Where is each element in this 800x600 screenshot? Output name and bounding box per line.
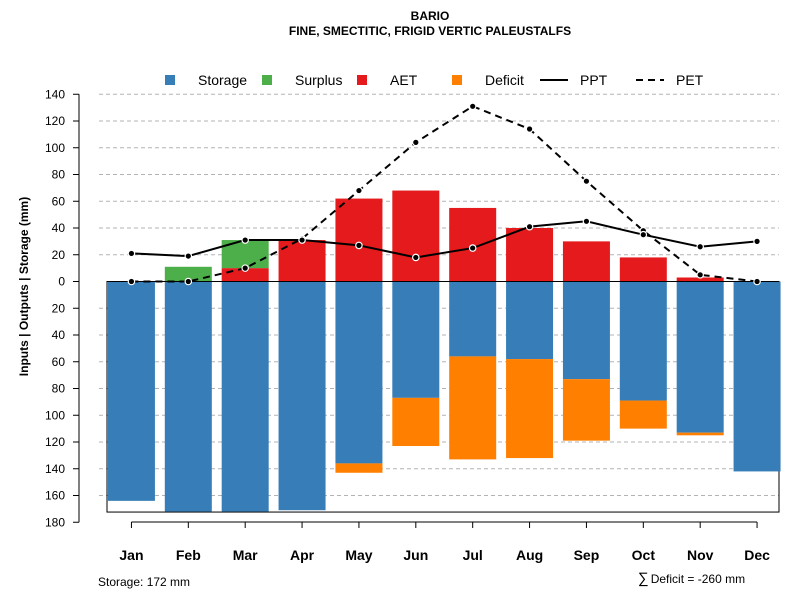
ppt-point — [241, 236, 249, 244]
pet-point — [127, 277, 136, 286]
pet-point — [696, 271, 704, 279]
ppt-point — [696, 242, 704, 251]
y-tick-label: 120 — [45, 435, 65, 449]
ppt-point — [184, 252, 193, 260]
pet-line — [131, 105, 758, 283]
pet-point — [412, 138, 420, 147]
pet-point — [355, 186, 363, 195]
y-tick-label: 140 — [45, 87, 65, 101]
legend-label-aet: AET — [390, 72, 418, 88]
y-tick-label: 160 — [45, 489, 65, 503]
aet-bar — [619, 257, 667, 282]
storage-bar — [278, 281, 326, 511]
deficit-bar — [562, 379, 610, 441]
chart-title: BARIO — [410, 9, 450, 23]
aet-bar — [676, 277, 724, 282]
x-tick-label: May — [345, 547, 372, 563]
surplus-bar — [164, 266, 212, 282]
pet-point — [468, 102, 477, 111]
storage-bar — [562, 281, 610, 380]
y-tick-label: 100 — [45, 141, 65, 155]
ppt-point — [298, 236, 306, 244]
y-tick-label: 80 — [52, 382, 66, 396]
pet-point — [525, 125, 534, 133]
storage-bar — [335, 281, 383, 464]
deficit-bar — [506, 359, 554, 459]
aet-bar — [506, 228, 554, 282]
ppt-point — [753, 237, 761, 246]
storage-bar — [506, 281, 554, 360]
storage-bar — [164, 281, 212, 512]
y-tick-label: 40 — [52, 221, 66, 235]
storage-bar — [221, 281, 269, 512]
storage-bar — [676, 281, 724, 433]
legend-label-surplus: Surplus — [295, 72, 342, 88]
aet-bar — [335, 198, 383, 282]
x-tick-label: Mar — [233, 547, 258, 563]
ppt-point — [355, 241, 363, 250]
deficit-total-note: ∑ Deficit = -260 mm — [638, 570, 745, 587]
aet-bar — [392, 190, 440, 282]
legend-label-deficit: Deficit — [485, 72, 524, 88]
deficit-bar — [392, 397, 440, 447]
x-tick-label: Aug — [516, 547, 543, 563]
storage-bar — [733, 281, 781, 472]
chart-subtitle: FINE, SMECTITIC, FRIGID VERTIC PALEUSTAL… — [288, 24, 572, 38]
legend-swatch-deficit — [452, 75, 462, 85]
legend-swatch-surplus — [262, 75, 272, 85]
y-tick-label: 20 — [52, 301, 66, 315]
deficit-bar — [449, 356, 497, 460]
legend-label-ppt: PPT — [580, 72, 608, 88]
ppt-line — [131, 220, 758, 259]
storage-bar — [619, 281, 667, 401]
x-tick-label: Apr — [290, 547, 315, 563]
x-tick-label: Sep — [574, 547, 600, 563]
ppt-point — [468, 244, 477, 252]
storage-bar — [392, 281, 440, 398]
y-tick-label: 120 — [45, 114, 65, 128]
x-tick-label: Jun — [403, 547, 428, 563]
x-tick-label: Jan — [119, 547, 143, 563]
pet-point — [241, 264, 249, 272]
aet-bar — [562, 241, 610, 282]
x-tick-label: Oct — [632, 547, 656, 563]
y-tick-label: 80 — [52, 168, 66, 182]
pet-point — [582, 177, 591, 185]
ppt-point — [639, 230, 648, 239]
legend-label-storage: Storage — [198, 72, 247, 88]
storage-total-note: Storage: 172 mm — [98, 575, 191, 589]
y-tick-label: 60 — [52, 194, 66, 208]
legend-swatch-storage — [165, 75, 175, 85]
legend-label-pet: PET — [676, 72, 704, 88]
y-tick-label: 60 — [52, 355, 66, 369]
x-tick-label: Feb — [176, 547, 201, 563]
aet-bar — [221, 268, 269, 282]
legend-swatch-aet — [357, 75, 367, 85]
ppt-point — [412, 253, 420, 262]
x-tick-label: Dec — [744, 547, 770, 563]
ppt-point — [525, 222, 534, 231]
storage-bar — [449, 281, 497, 357]
y-tick-label: 0 — [58, 275, 65, 289]
y-tick-label: 40 — [52, 328, 66, 342]
y-tick-label: 140 — [45, 462, 65, 476]
ppt-point — [127, 249, 136, 258]
deficit-bar — [335, 463, 383, 473]
x-tick-label: Jul — [463, 547, 483, 563]
y-tick-label: 100 — [45, 408, 65, 422]
y-tick-label: 180 — [45, 515, 65, 529]
deficit-bar — [619, 400, 667, 429]
storage-bar — [107, 281, 155, 501]
pet-point — [753, 277, 761, 286]
y-axis-title: Inputs | Outputs | Storage (mm) — [17, 197, 31, 376]
sigma-symbol: ∑ — [638, 570, 649, 587]
ppt-point — [582, 217, 591, 226]
x-tick-label: Nov — [687, 547, 714, 563]
y-tick-label: 20 — [52, 248, 66, 262]
pet-point — [184, 277, 193, 286]
deficit-bar — [676, 432, 724, 436]
deficit-total-label: Deficit = -260 mm — [650, 572, 746, 586]
